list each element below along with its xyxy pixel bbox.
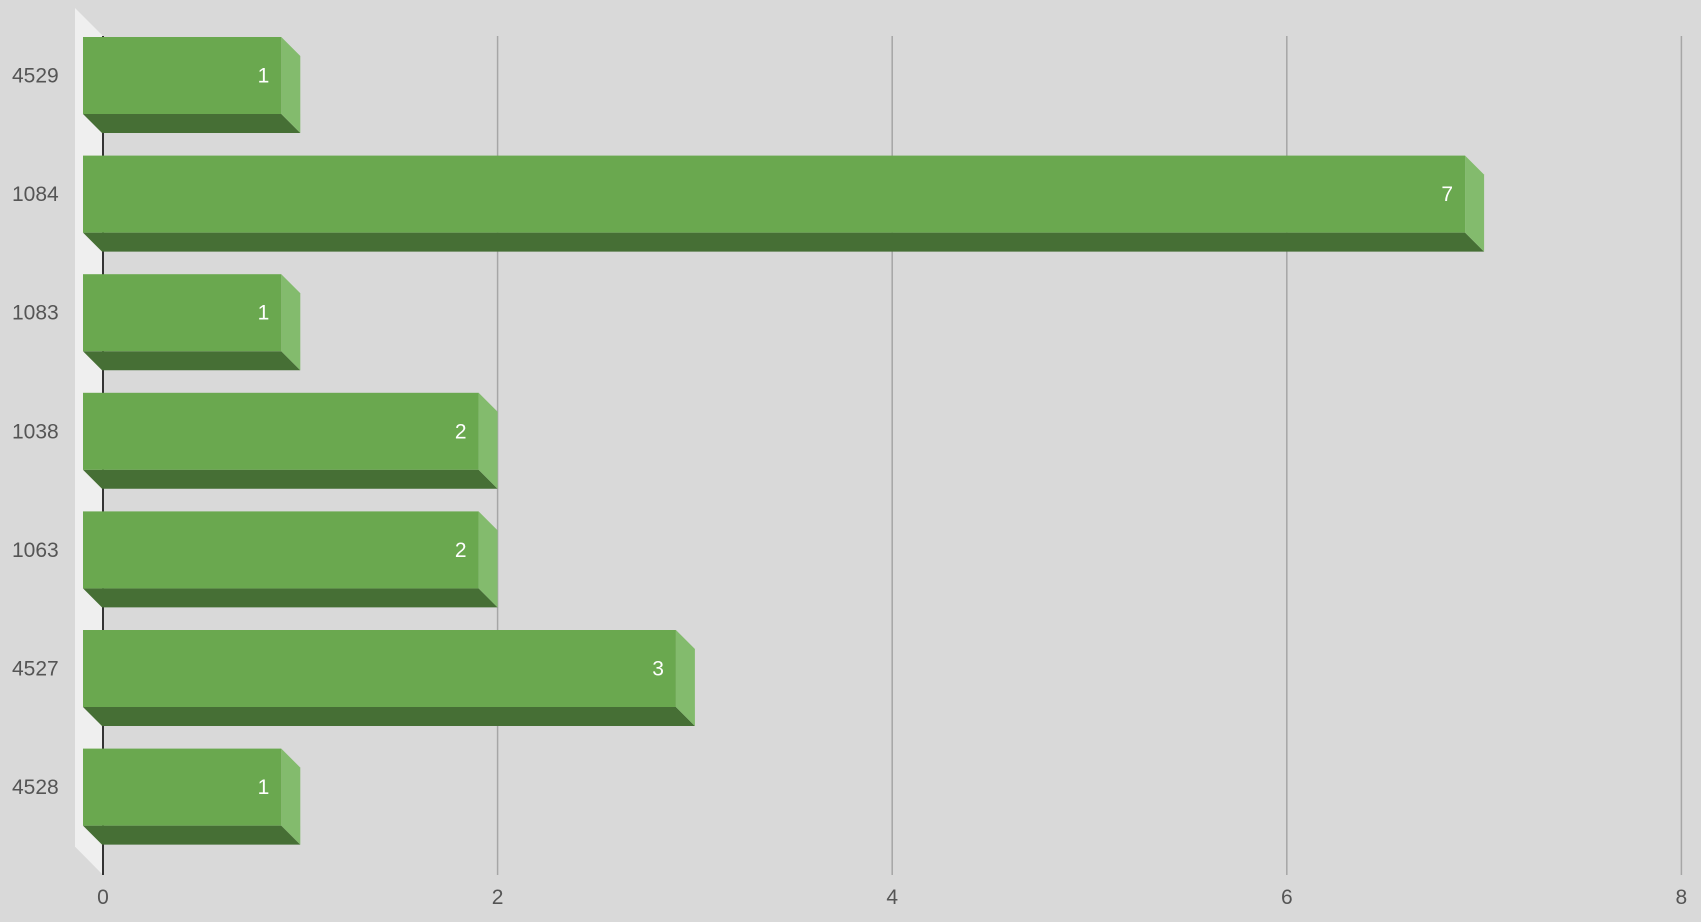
bar-front-face — [83, 511, 479, 589]
bar-bottom-face — [83, 588, 498, 608]
x-tick-label: 8 — [1676, 886, 1688, 909]
y-category-label: 1083 — [12, 302, 59, 325]
bar-side-face — [281, 274, 301, 371]
y-category-label: 1063 — [12, 539, 59, 562]
bar-side-face — [1465, 155, 1485, 252]
y-category-label: 1084 — [12, 183, 59, 206]
bar-value-label: 7 — [1441, 183, 1453, 206]
y-category-label: 4528 — [12, 776, 59, 799]
bar-front-face — [83, 630, 676, 707]
bar: 2 — [83, 511, 498, 608]
bar-bottom-face — [83, 707, 695, 726]
bar: 1 — [83, 748, 301, 845]
bar-value-label: 1 — [258, 302, 270, 325]
bar-front-face — [83, 392, 479, 470]
bar-bottom-face — [83, 351, 301, 371]
bar-value-label: 2 — [455, 539, 467, 562]
bar-value-label: 3 — [652, 658, 664, 681]
bar-side-face — [675, 630, 695, 726]
bar: 1 — [83, 274, 301, 371]
bar-side-face — [478, 511, 498, 608]
bar-front-face — [83, 748, 282, 826]
bar: 2 — [83, 392, 498, 489]
bar-side-face — [281, 37, 301, 133]
y-category-label: 4529 — [12, 65, 59, 88]
bar-bottom-face — [83, 232, 1485, 252]
bar-side-face — [478, 392, 498, 489]
bar-value-label: 1 — [258, 776, 270, 799]
bar-bottom-face — [83, 825, 301, 845]
x-tick-label: 4 — [886, 886, 898, 909]
bar: 7 — [83, 155, 1485, 252]
bar-bottom-face — [83, 114, 301, 133]
x-tick-label: 0 — [97, 886, 109, 909]
x-tick-label: 2 — [492, 886, 504, 909]
bar-bottom-face — [83, 469, 498, 489]
y-category-label: 4527 — [12, 658, 59, 681]
bar-front-face — [83, 155, 1466, 233]
bar-value-label: 1 — [258, 65, 270, 88]
x-tick-label: 6 — [1281, 886, 1293, 909]
bar-value-label: 2 — [455, 420, 467, 443]
bar-front-face — [83, 37, 282, 114]
bar-side-face — [281, 748, 301, 845]
y-category-label: 1038 — [12, 420, 59, 443]
bar: 1 — [83, 37, 301, 133]
bar: 3 — [83, 630, 695, 726]
bar-front-face — [83, 274, 282, 352]
